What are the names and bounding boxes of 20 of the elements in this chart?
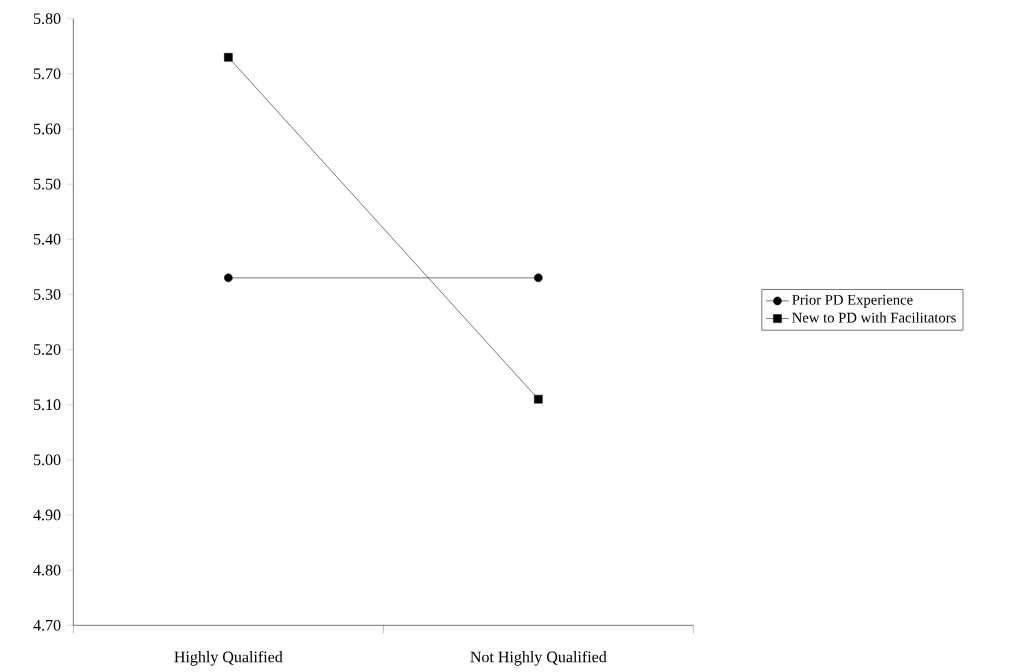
- y-tick-label: 5.70: [34, 68, 61, 80]
- point: [224, 273, 233, 283]
- y-tick-label: 5.60: [34, 123, 61, 135]
- y-tick-label: 5.10: [34, 399, 61, 411]
- point: [224, 53, 233, 62]
- y-tick-label: 4.80: [33, 564, 61, 576]
- y-tick-label: 5.00: [34, 454, 61, 466]
- y-tick-label: 5.20: [34, 344, 61, 355]
- y-tick-label: 5.40: [34, 233, 61, 245]
- y-tick-label: 4.90: [33, 509, 61, 521]
- y-tick-label: 5.50: [34, 178, 61, 190]
- x-tick-label: Not Highly Qualified: [470, 650, 607, 666]
- x-tick-label: Highly Qualified: [174, 650, 283, 666]
- point: [534, 273, 543, 283]
- legend-label: Prior PD Experience: [792, 294, 913, 308]
- point: [534, 394, 543, 404]
- y-tick-label: 5.80: [34, 13, 61, 25]
- y-tick-label: 4.70: [33, 619, 61, 631]
- legend-label: New to PD with Facilitators: [792, 312, 956, 323]
- y-tick-label: 5.30: [34, 288, 61, 300]
